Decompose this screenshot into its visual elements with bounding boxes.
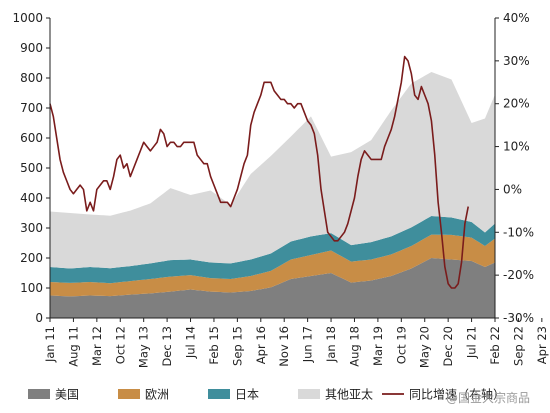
x-tick-label: Jan 11 xyxy=(43,326,57,363)
legend-swatch xyxy=(118,389,140,399)
x-tick-label: May 20 xyxy=(418,326,432,368)
legend-label: 其他亚太 xyxy=(325,387,373,402)
left-tick-label: 300 xyxy=(20,221,43,235)
stacked-areas xyxy=(50,72,495,318)
yoy-growth-line xyxy=(49,55,470,289)
legend-other-apac: 其他亚太 xyxy=(298,387,373,402)
legend: 美国 欧洲 日本 其他亚太 同比增速（右轴） xyxy=(28,387,505,402)
left-tick-label: 1000 xyxy=(12,11,43,25)
x-tick-label: Dec 20 xyxy=(441,326,455,367)
right-tick-label: 0% xyxy=(503,182,522,196)
x-tick-label: Jan 18 xyxy=(324,326,338,363)
x-tick-label: Aug 11 xyxy=(66,326,80,367)
left-tick-label: 600 xyxy=(20,131,43,145)
x-tick-label: Aug 18 xyxy=(347,326,361,367)
x-tick-label: Jul 14 xyxy=(184,326,198,359)
x-tick-label: Feb 22 xyxy=(488,326,502,365)
right-tick-label: 30% xyxy=(503,54,530,68)
left-tick-label: 400 xyxy=(20,191,43,205)
right-axis-ticks: -30%-20%-10%0%10%20%30%40% xyxy=(495,11,534,325)
x-tick-label: Apr 23 xyxy=(535,326,549,364)
x-tick-label: Mar 19 xyxy=(371,326,385,366)
left-tick-label: 700 xyxy=(20,101,43,115)
legend-swatch xyxy=(298,389,320,399)
left-tick-label: 100 xyxy=(20,281,43,295)
x-axis-ticks: Jan 11 Aug 11 Mar 12 Oct 12 May 13 Dec 13 Jul … xyxy=(43,318,549,368)
watermark-text: @国金大宗商品 xyxy=(446,390,530,405)
legend-label: 欧洲 xyxy=(145,388,169,402)
right-tick-label: 20% xyxy=(503,97,530,111)
area-other-apac xyxy=(50,72,495,269)
legend-japan: 日本 xyxy=(208,388,259,402)
legend-swatch xyxy=(28,389,50,399)
x-tick-label: Sep 22 xyxy=(511,326,525,366)
left-axis-ticks: 0 100 200 300 400 500 600 700 800 900 1000 xyxy=(12,11,50,325)
area-us xyxy=(50,258,495,318)
area-europe xyxy=(50,234,495,297)
x-tick-label: Oct 19 xyxy=(394,326,408,364)
x-tick-label: Dec 13 xyxy=(160,326,174,367)
x-tick-label: Feb 15 xyxy=(207,326,221,365)
x-tick-label: Jun 17 xyxy=(301,326,315,363)
legend-yoy: 同比增速（右轴） xyxy=(382,387,505,402)
legend-label: 美国 xyxy=(55,388,79,402)
x-tick-label: Apr 16 xyxy=(254,326,268,364)
right-tick-label: -20% xyxy=(503,268,534,282)
x-tick-label: Nov 16 xyxy=(277,326,291,367)
left-tick-label: 800 xyxy=(20,71,43,85)
yoy-line-group xyxy=(49,55,470,289)
left-tick-label: 900 xyxy=(20,41,43,55)
x-tick-label: Mar 12 xyxy=(90,326,104,366)
x-tick-label: May 13 xyxy=(137,326,151,368)
left-tick-label: 200 xyxy=(20,251,43,265)
legend-label: 同比增速（右轴） xyxy=(409,387,505,402)
legend-swatch xyxy=(208,389,230,399)
x-tick-label: Sep 15 xyxy=(230,326,244,366)
legend-europe: 欧洲 xyxy=(118,388,169,402)
x-tick-label: Jul 21 xyxy=(465,326,479,359)
area-japan xyxy=(50,216,495,284)
right-tick-label: 40% xyxy=(503,11,530,25)
left-tick-label: 500 xyxy=(20,161,43,175)
legend-us: 美国 xyxy=(28,388,79,402)
right-tick-label: 10% xyxy=(503,140,530,154)
left-tick-label: 0 xyxy=(35,311,43,325)
x-tick-label: Oct 12 xyxy=(113,326,127,364)
right-tick-label: -10% xyxy=(503,225,534,239)
legend-label: 日本 xyxy=(235,388,259,402)
